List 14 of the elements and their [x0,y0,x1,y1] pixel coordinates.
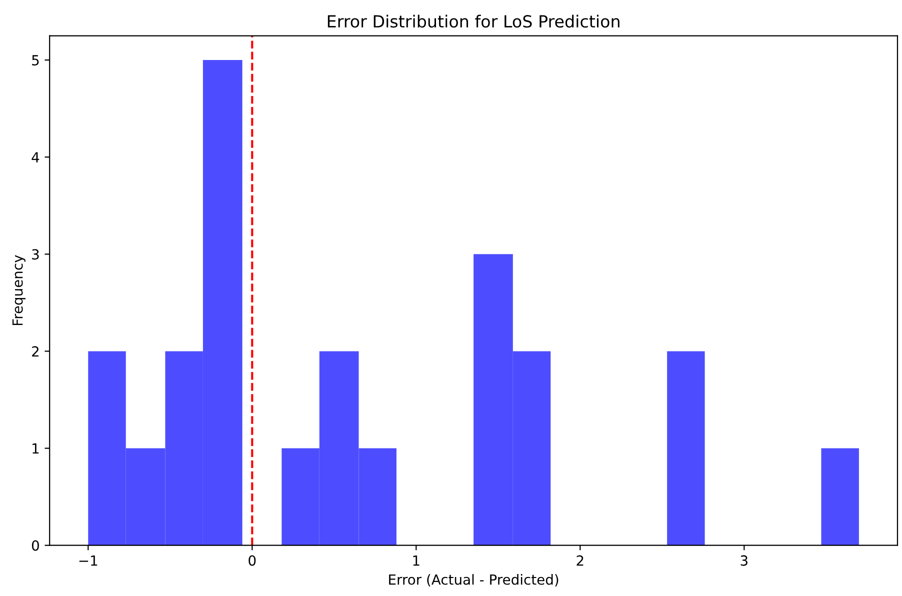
y-tick-label: 5 [32,55,39,66]
y-tick-label: 1 [32,443,39,454]
x-tick-label: 1 [413,555,420,566]
x-tick-label: −1 [79,555,98,566]
y-axis-title: Frequency [12,255,26,326]
x-tick-label: 3 [740,555,748,566]
chart-title: Error Distribution for LoS Prediction [328,14,620,28]
y-tick-label: 4 [32,152,40,162]
y-tick-label: 3 [32,249,39,260]
x-tick-label: 0 [248,555,256,566]
x-axis-title: Error (Actual - Predicted) [389,574,558,586]
y-tick-label: 2 [32,346,38,356]
x-tick-label: 2 [576,555,584,566]
y-tick-label: 0 [32,540,39,551]
